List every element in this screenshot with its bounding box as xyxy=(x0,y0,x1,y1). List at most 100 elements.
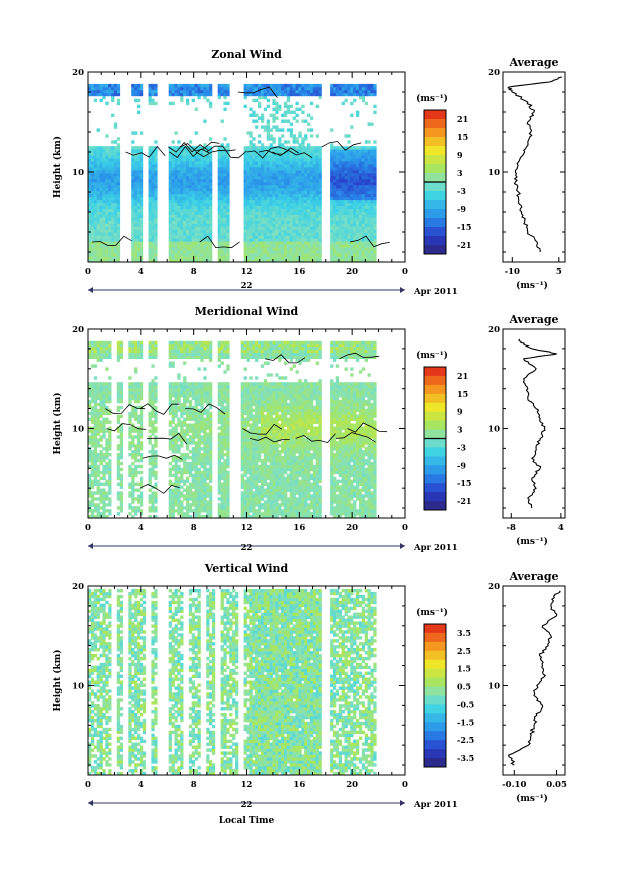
heatmap-cell xyxy=(194,199,198,204)
heatmap-cell xyxy=(344,149,348,153)
heatmap-cell xyxy=(295,202,299,206)
heatmap-cell xyxy=(269,184,273,189)
heatmap-cell xyxy=(108,355,112,359)
heatmap-cell xyxy=(90,217,95,221)
heatmap-cell xyxy=(350,205,354,209)
heatmap-cell xyxy=(356,229,360,233)
heatmap-cell xyxy=(255,83,259,88)
heatmap-cell xyxy=(188,399,193,404)
heatmap-cell xyxy=(90,232,95,236)
heatmap-cell xyxy=(131,352,135,356)
heatmap-cell xyxy=(183,467,187,472)
heatmap-cell xyxy=(137,172,141,177)
heatmap-cell xyxy=(298,217,302,221)
heatmap-cell xyxy=(243,238,247,242)
heatmap-cell xyxy=(194,444,198,448)
heatmap-cell xyxy=(246,223,250,227)
heatmap-cell xyxy=(88,402,92,407)
heatmap-cell xyxy=(191,473,195,478)
heatmap-cell xyxy=(243,172,247,177)
heatmap-cell xyxy=(134,98,138,103)
heatmap-cell xyxy=(344,89,348,94)
heatmap-cell xyxy=(171,226,175,230)
heatmap-cell xyxy=(105,479,109,483)
heatmap-cell xyxy=(281,128,285,132)
heatmap-cell xyxy=(364,149,368,153)
heatmap-cell xyxy=(116,461,121,466)
heatmap-cell xyxy=(96,92,100,97)
heatmap-cell xyxy=(171,161,175,165)
heatmap-cell xyxy=(263,155,268,159)
heatmap-cell xyxy=(217,158,221,162)
heatmap-cell xyxy=(99,405,103,410)
heatmap-cell xyxy=(361,155,366,159)
heatmap-cell xyxy=(364,86,368,91)
heatmap-cell xyxy=(200,229,204,233)
heatmap-cell xyxy=(333,199,337,204)
heatmap-cell xyxy=(186,453,190,457)
heatmap-cell xyxy=(88,503,92,507)
heatmap-cell xyxy=(209,196,213,201)
heatmap-cell xyxy=(113,226,118,230)
heatmap-cell xyxy=(191,161,195,165)
heatmap-cell xyxy=(209,193,213,198)
heatmap-cell xyxy=(96,241,100,245)
heatmap-cell xyxy=(168,190,172,195)
heatmap-cell xyxy=(134,396,138,401)
heatmap-cell xyxy=(312,247,317,251)
heatmap-cell xyxy=(93,509,98,513)
heatmap-cell xyxy=(134,435,138,439)
heatmap-cell xyxy=(309,146,314,150)
heatmap-cell xyxy=(252,193,256,198)
heatmap-cell xyxy=(347,190,351,195)
heatmap-cell xyxy=(154,155,158,159)
heatmap-cell xyxy=(168,361,172,365)
heatmap-cell xyxy=(246,155,250,159)
heatmap-cell xyxy=(96,515,100,519)
heatmap-cell xyxy=(111,164,115,168)
heatmap-cell xyxy=(137,256,141,260)
heatmap-cell xyxy=(194,232,198,236)
heatmap-cell xyxy=(356,196,360,201)
heatmap-cell xyxy=(99,172,103,177)
heatmap-cell xyxy=(168,470,172,475)
heatmap-cell xyxy=(186,456,190,460)
heatmap-cell xyxy=(111,152,115,156)
heatmap-cell xyxy=(105,152,109,156)
heatmap-cell xyxy=(194,220,198,224)
heatmap-cell xyxy=(90,184,95,189)
heatmap-cell xyxy=(113,220,118,224)
heatmap-cell xyxy=(347,161,351,165)
heatmap-cell xyxy=(361,178,366,183)
heatmap-cell xyxy=(347,134,351,138)
heatmap-cell xyxy=(370,146,374,150)
heatmap-cell xyxy=(333,214,337,218)
heatmap-cell xyxy=(116,164,121,168)
heatmap-cell xyxy=(272,235,276,239)
heatmap-cell xyxy=(356,161,360,165)
heatmap-cell xyxy=(177,355,181,359)
heatmap-cell xyxy=(188,232,193,236)
heatmap-cell xyxy=(266,214,270,218)
heatmap-cell xyxy=(226,172,230,177)
heatmap-cell xyxy=(137,217,141,221)
heatmap-cell xyxy=(307,172,311,177)
heatmap-cell xyxy=(347,155,351,159)
heatmap-cell xyxy=(295,83,299,88)
heatmap-cell xyxy=(168,355,172,359)
heatmap-cell xyxy=(260,158,265,162)
colorbar-tick-label: -21 xyxy=(457,240,471,250)
heatmap-cell xyxy=(188,140,193,144)
heatmap-cell xyxy=(341,202,345,206)
heatmap-cell xyxy=(373,226,377,230)
heatmap-cell xyxy=(373,161,377,165)
heatmap-cell xyxy=(174,161,178,165)
heatmap-cell xyxy=(309,250,314,254)
heatmap-cell xyxy=(119,450,123,454)
heatmap-cell xyxy=(96,470,100,475)
heatmap-cell xyxy=(289,220,293,224)
heatmap-cell xyxy=(113,229,118,233)
heatmap-cell xyxy=(318,202,322,206)
heatmap-cell xyxy=(341,199,345,204)
heatmap-cell xyxy=(93,340,98,345)
